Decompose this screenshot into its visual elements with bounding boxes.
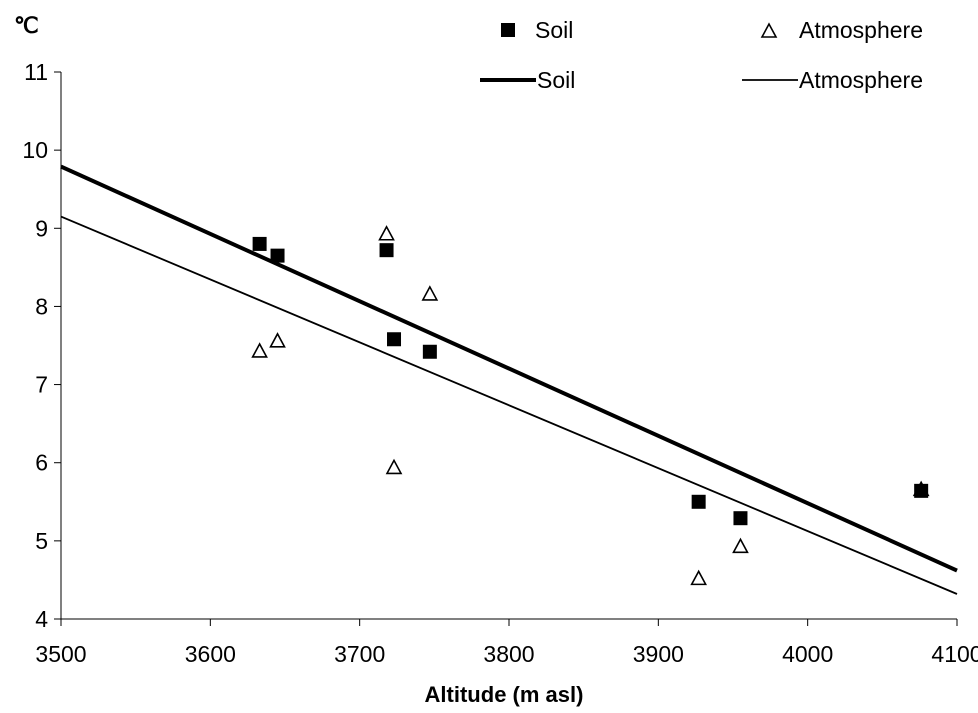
point-atmosphere [269, 332, 286, 348]
point-soil [733, 511, 748, 526]
point-soil [387, 332, 402, 347]
x-tick-label: 3600 [185, 641, 236, 667]
data-marks [60, 164, 958, 595]
y-tick-label: 6 [35, 450, 48, 476]
y-tick-label: 4 [35, 606, 48, 632]
x-tick-label: 4000 [782, 641, 833, 667]
point-atmosphere [732, 537, 749, 554]
x-tick-label: 3900 [633, 641, 684, 667]
legend-soil-label: Soil [535, 17, 573, 43]
legend-atmosphere-label: Atmosphere [799, 17, 923, 43]
tick-labels: 4 5 6 7 8 9 10 11 3500 3600 3700 3800 3900 4000 4100 [22, 59, 978, 667]
point-soil [270, 248, 285, 263]
trendline-soil-line [60, 164, 958, 573]
point-atmosphere [690, 569, 707, 586]
point-soil [914, 483, 929, 498]
trendline-atmosphere-line [60, 215, 958, 595]
point-soil [422, 344, 437, 359]
legend: Soil Atmosphere Soil Atmosphere [480, 17, 923, 93]
point-soil [691, 494, 706, 509]
legend-soil-trend-label: Soil [537, 67, 575, 93]
x-tick-label: 4100 [931, 641, 978, 667]
axes [54, 71, 958, 626]
legend-soil-marker [501, 23, 515, 37]
y-tick-label: 7 [35, 372, 48, 398]
point-atmosphere [378, 225, 395, 241]
x-tick-label: 3700 [334, 641, 385, 667]
point-soil [252, 236, 267, 251]
y-unit-label: ℃ [14, 13, 39, 38]
y-tick-label: 8 [35, 293, 48, 319]
point-atmosphere [251, 342, 268, 358]
legend-atmosphere-trend-label: Atmosphere [799, 67, 923, 93]
point-atmosphere [421, 285, 439, 301]
y-tick-label: 11 [24, 59, 48, 85]
point-soil [379, 243, 394, 258]
x-tick-label: 3800 [483, 641, 534, 667]
y-tick-label: 9 [35, 215, 48, 241]
y-tick-label: 5 [35, 528, 48, 554]
x-tick-label: 3500 [35, 641, 86, 667]
point-atmosphere [385, 458, 403, 475]
x-axis-title: Altitude (m asl) [425, 682, 584, 707]
y-tick-label: 10 [22, 137, 48, 163]
legend-atmosphere-marker [760, 22, 778, 38]
